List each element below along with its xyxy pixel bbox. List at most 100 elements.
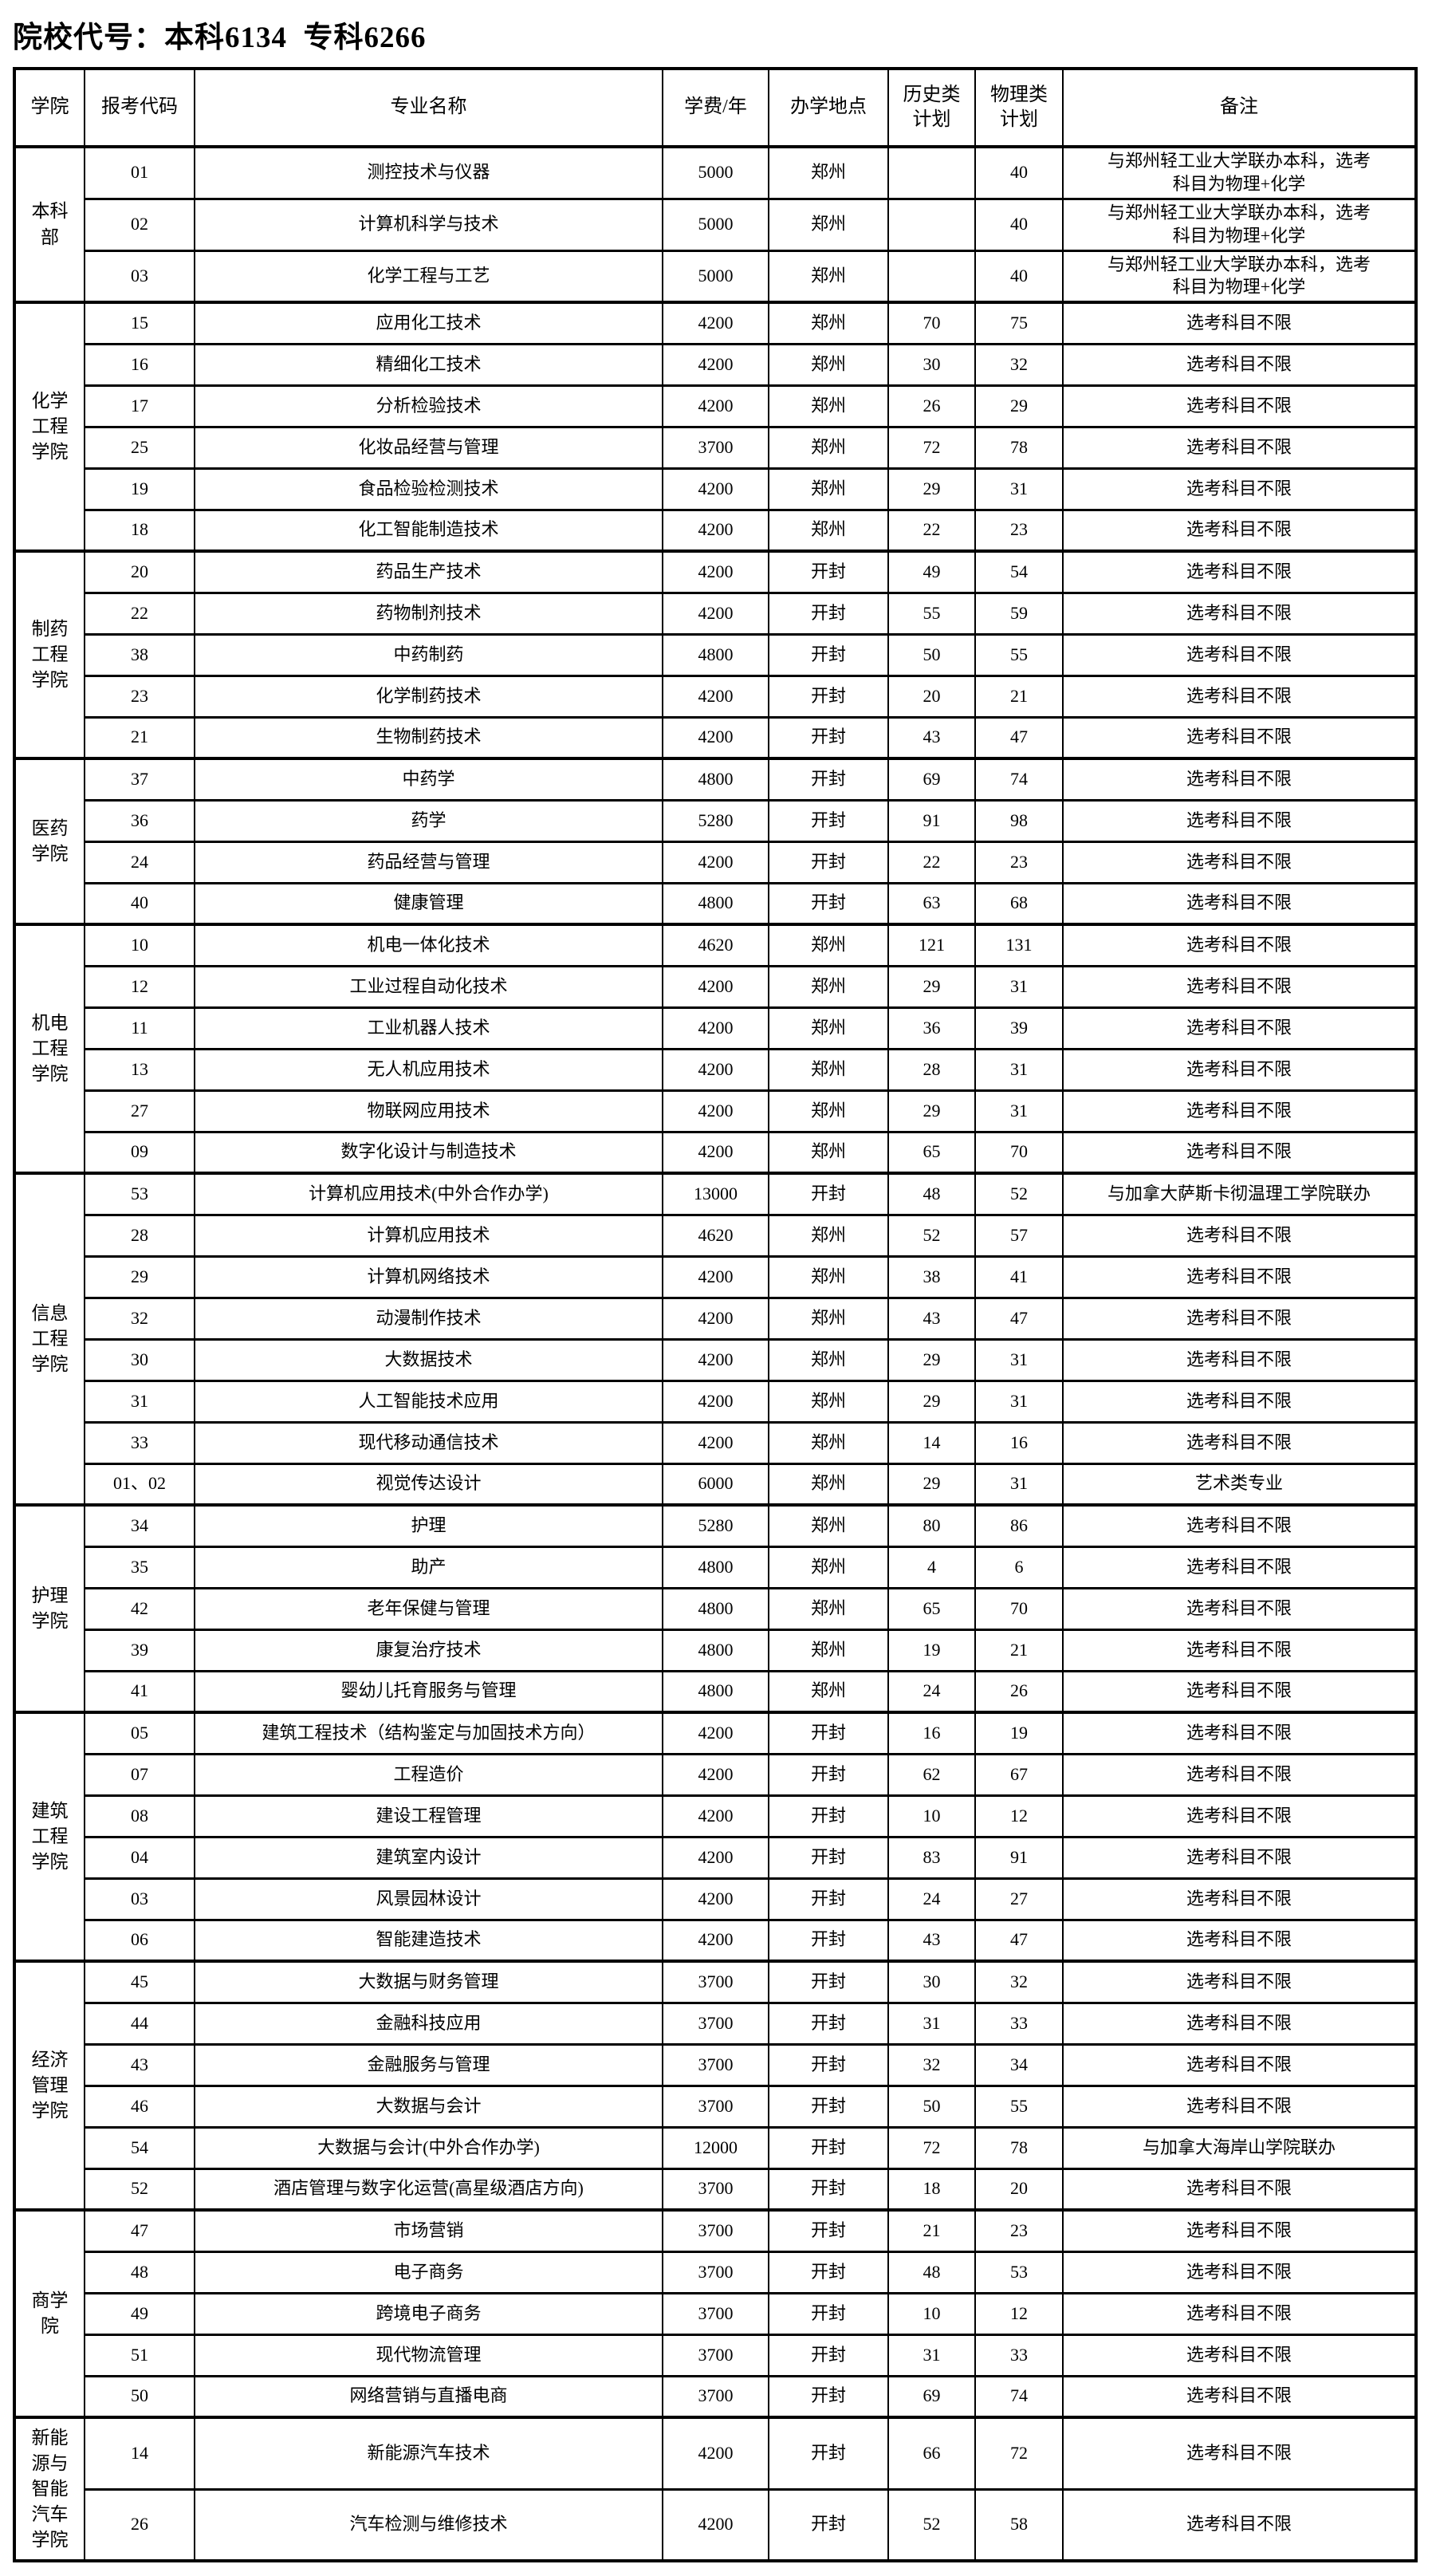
table-row: 30 大数据技术 4200 郑州 29 31 选考科目不限 [14,1337,1417,1382]
history-plan-cell: 31 [887,2333,976,2377]
table-row: 35 助产 4800 郑州 4 6 选考科目不限 [14,1545,1417,1589]
physics-plan-cell: 57 [974,1213,1064,1258]
history-plan-cell: 16 [887,1711,976,1755]
campus-cell: 开封 [768,1918,889,1963]
column-header: 学费/年 [662,67,769,148]
remark-cell: 选考科目不限 [1062,923,1417,967]
physics-plan-cell: 21 [974,674,1064,719]
table-row: 03 风景园林设计 4200 开封 24 27 选考科目不限 [14,1877,1417,1921]
application-code-cell: 45 [84,1960,195,2004]
application-code-cell: 54 [84,2125,195,2170]
remark-cell: 选考科目不限 [1062,301,1417,345]
physics-plan-cell: 54 [974,549,1064,594]
table-row: 建筑 工程 学院 05 建筑工程技术（结构鉴定与加固技术方向） 4200 开封 16 19 选… [14,1711,1417,1963]
column-header: 物理类 计划 [974,67,1064,148]
tuition-cell: 3700 [662,2291,769,2336]
campus-cell: 郑州 [768,1213,889,1258]
table-row: 32 动漫制作技术 4200 郑州 43 47 选考科目不限 [14,1296,1417,1341]
remark-cell: 选考科目不限 [1062,798,1417,843]
campus-cell: 开封 [768,2208,889,2253]
major-name-cell: 人工智能技术应用 [194,1379,663,1424]
physics-plan-cell: 31 [974,1337,1064,1382]
physics-plan-cell: 20 [974,2167,1064,2212]
history-plan-cell: 29 [887,467,976,511]
campus-cell: 郑州 [768,1089,889,1133]
remark-cell: 选考科目不限 [1062,2042,1417,2087]
table-row: 16 精细化工技术 4200 郑州 30 32 选考科目不限 [14,342,1417,387]
application-code-cell: 49 [84,2291,195,2336]
table-row: 22 药物制剂技术 4200 开封 55 59 选考科目不限 [14,591,1417,636]
application-code-cell: 51 [84,2333,195,2377]
remark-cell: 选考科目不限 [1062,1669,1417,1714]
application-code-cell: 30 [84,1337,195,1382]
campus-cell: 开封 [768,881,889,926]
physics-plan-cell: 31 [974,1462,1064,1507]
application-code-cell: 42 [84,1586,195,1631]
application-code-cell: 11 [84,1006,195,1050]
campus-cell: 郑州 [768,145,889,200]
application-code-cell: 24 [84,840,195,884]
table-row: 25 化妆品经营与管理 3700 郑州 72 78 选考科目不限 [14,425,1417,470]
application-code-cell: 20 [84,549,195,594]
remark-cell: 选考科目不限 [1062,1255,1417,1299]
tuition-cell: 4200 [662,1296,769,1341]
history-plan-cell: 28 [887,1047,976,1092]
history-plan-cell [887,249,976,304]
tuition-cell: 5280 [662,798,769,843]
major-name-cell: 化学工程与工艺 [194,249,663,304]
major-name-cell: 金融服务与管理 [194,2042,663,2087]
physics-plan-cell: 98 [974,798,1064,843]
history-plan-cell: 43 [887,715,976,760]
major-name-cell: 食品检验检测技术 [194,467,663,511]
history-plan-cell: 72 [887,425,976,470]
header-row: 学院 报考代码 专业名称 学费/年 办学地点 历史类 计划 物理类 计划 备注 [14,67,1417,148]
campus-cell: 开封 [768,2167,889,2212]
campus-cell: 郑州 [768,197,889,252]
remark-cell: 与郑州轻工业大学联办本科，选考 科目为物理+化学 [1062,249,1417,304]
physics-plan-cell: 78 [974,2125,1064,2170]
tuition-cell: 4200 [662,1047,769,1092]
campus-cell: 开封 [768,632,889,677]
history-plan-cell: 65 [887,1130,976,1175]
tuition-cell: 3700 [662,2084,769,2129]
campus-cell: 郑州 [768,249,889,304]
remark-cell: 选考科目不限 [1062,1918,1417,1963]
campus-cell: 开封 [768,1794,889,1838]
table-row: 11 工业机器人技术 4200 郑州 36 39 选考科目不限 [14,1006,1417,1050]
tuition-cell: 6000 [662,1462,769,1507]
major-name-cell: 金融科技应用 [194,2001,663,2046]
table-row: 44 金融科技应用 3700 开封 31 33 选考科目不限 [14,2001,1417,2046]
application-code-cell: 44 [84,2001,195,2046]
campus-cell: 郑州 [768,964,889,1009]
application-code-cell: 02 [84,197,195,252]
application-code-cell: 08 [84,1794,195,1838]
major-name-cell: 酒店管理与数字化运营(高星级酒店方向) [194,2167,663,2212]
tuition-cell: 4620 [662,1213,769,1258]
table-row: 12 工业过程自动化技术 4200 郑州 29 31 选考科目不限 [14,964,1417,1009]
major-name-cell: 数字化设计与制造技术 [194,1130,663,1175]
campus-cell: 郑州 [768,1006,889,1050]
remark-cell: 选考科目不限 [1062,342,1417,387]
campus-cell: 开封 [768,1877,889,1921]
remark-cell: 选考科目不限 [1062,384,1417,428]
campus-cell: 开封 [768,2001,889,2046]
history-plan-cell: 31 [887,2001,976,2046]
remark-cell: 选考科目不限 [1062,2084,1417,2129]
tuition-cell: 4200 [662,1006,769,1050]
tuition-cell: 4200 [662,2416,769,2491]
table-row: 43 金融服务与管理 3700 开封 32 34 选考科目不限 [14,2042,1417,2087]
campus-cell: 开封 [768,591,889,636]
remark-cell: 选考科目不限 [1062,2291,1417,2336]
application-code-cell: 21 [84,715,195,760]
physics-plan-cell: 58 [974,2487,1064,2562]
tuition-cell: 4200 [662,715,769,760]
campus-cell: 郑州 [768,1545,889,1589]
history-plan-cell: 4 [887,1545,976,1589]
tuition-cell: 3700 [662,2167,769,2212]
table-row: 39 康复治疗技术 4800 郑州 19 21 选考科目不限 [14,1628,1417,1672]
application-code-cell: 26 [84,2487,195,2562]
table-header: 学院 报考代码 专业名称 学费/年 办学地点 历史类 计划 物理类 计划 备注 [14,67,1417,148]
major-name-cell: 化学制药技术 [194,674,663,719]
application-code-cell: 05 [84,1711,195,1755]
campus-cell: 郑州 [768,1628,889,1672]
